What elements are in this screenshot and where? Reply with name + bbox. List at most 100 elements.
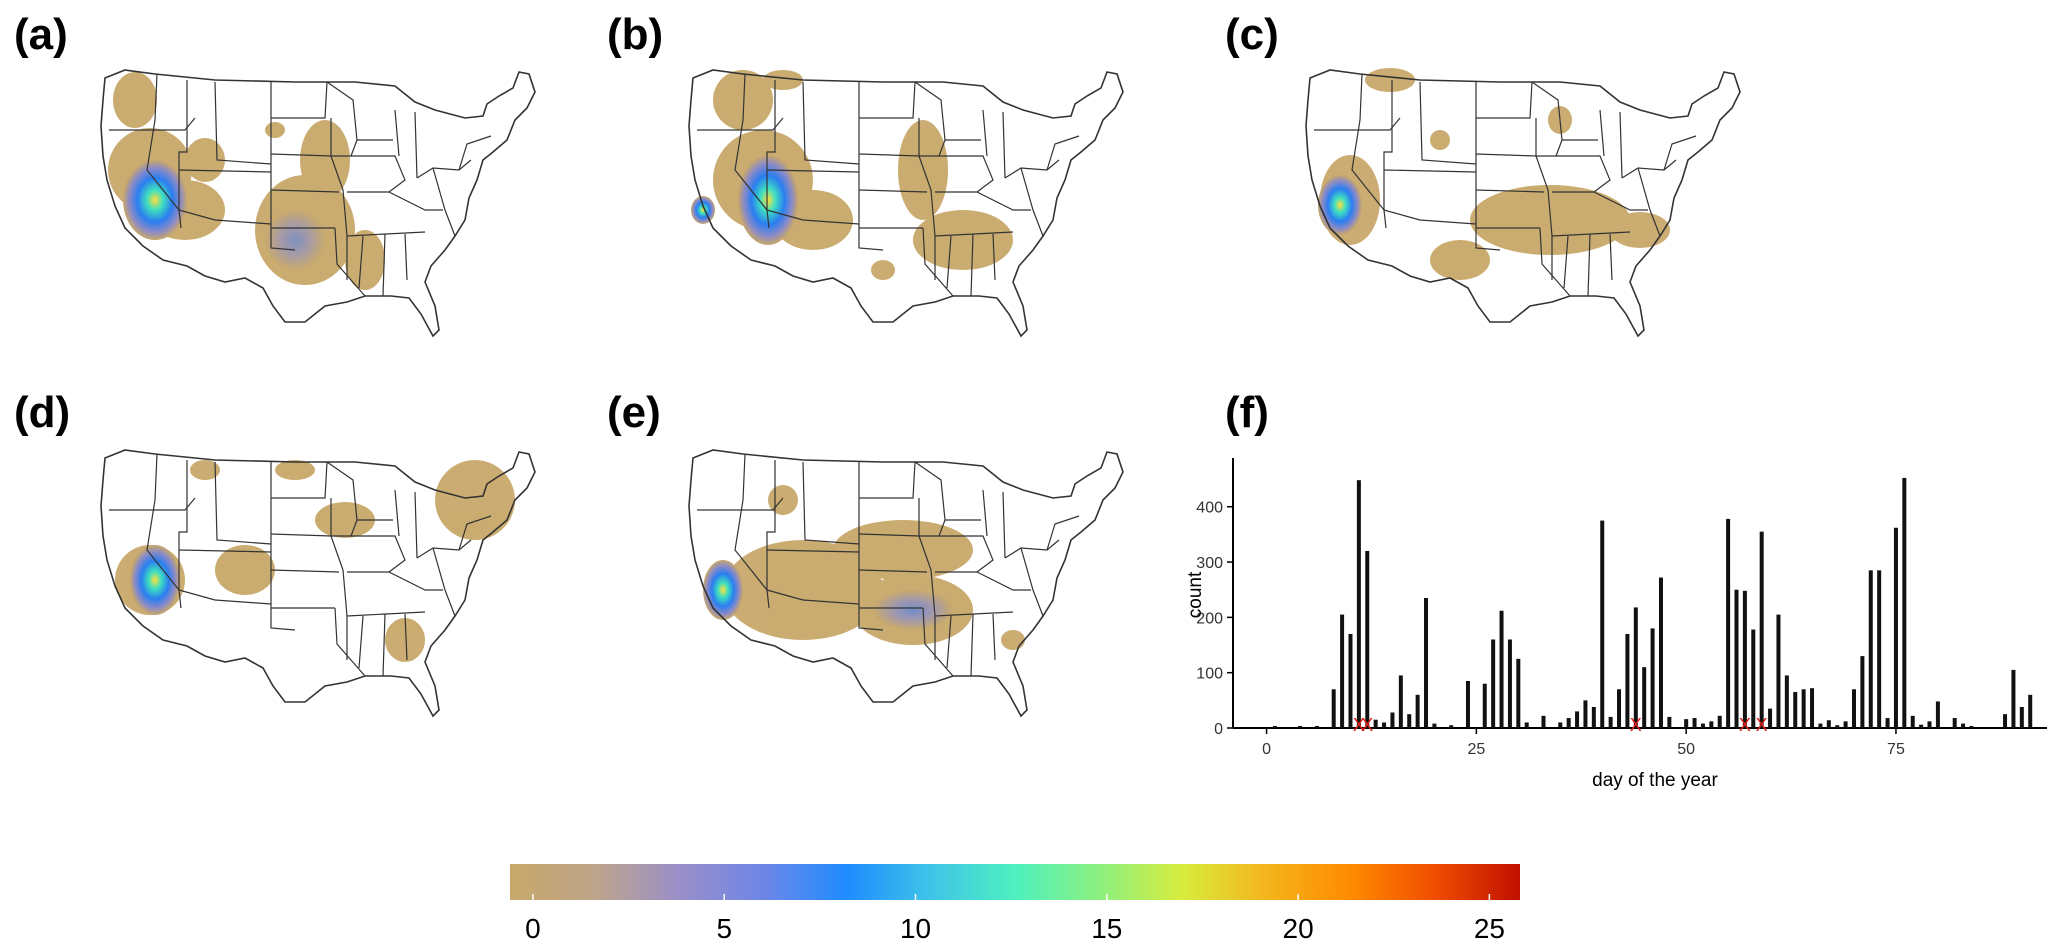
histogram-bar — [1919, 724, 1924, 728]
map-a — [100, 69, 536, 337]
moderate-region-e — [873, 590, 953, 630]
x-tick-label: 0 — [1262, 741, 1271, 758]
colorbar-tick-label: 10 — [900, 913, 931, 944]
y-tick-label: 400 — [1196, 500, 1223, 517]
hotspot-c — [1318, 175, 1362, 235]
colorbar-tick-label: 15 — [1091, 913, 1122, 944]
histogram-bar — [1818, 723, 1823, 728]
histogram-bar — [1810, 688, 1815, 728]
histogram-bar — [1784, 675, 1789, 728]
histogram-bar — [1625, 633, 1630, 728]
histogram-bar — [1751, 629, 1756, 728]
histogram-bar — [1776, 614, 1781, 728]
histogram-bar — [1952, 718, 1957, 728]
x-tick-label: 25 — [1467, 741, 1485, 758]
histogram-bar — [1499, 610, 1504, 728]
histogram-bar — [1684, 719, 1689, 728]
map-c — [1305, 68, 1741, 337]
histogram-bar — [1348, 633, 1353, 728]
histogram-bar — [1314, 726, 1319, 728]
colorbar-tick-label: 5 — [716, 913, 732, 944]
colorbar-tick-label: 20 — [1283, 913, 1314, 944]
y-tick-label: 100 — [1196, 666, 1223, 683]
histogram-bar — [1382, 722, 1387, 728]
y-tick-label: 200 — [1196, 610, 1223, 627]
event-marker: X — [1630, 715, 1642, 735]
x-tick-label: 75 — [1887, 741, 1905, 758]
histogram-bar — [1331, 689, 1336, 728]
histogram-bar — [1717, 715, 1722, 728]
histogram-bar — [1600, 520, 1605, 728]
histogram-bar — [1516, 658, 1521, 728]
histogram-bar — [1935, 701, 1940, 728]
histogram-bar — [1877, 570, 1882, 728]
hotspot-b2 — [691, 196, 715, 224]
colorbar-tick-label: 25 — [1474, 913, 1505, 944]
panel-label-e: (e) — [607, 388, 661, 437]
y-tick-label: 300 — [1196, 555, 1223, 572]
histogram-bar — [1969, 726, 1974, 728]
histogram-bar — [1524, 722, 1529, 728]
histogram-bar — [1851, 689, 1856, 728]
histogram-bar — [1692, 718, 1697, 728]
histogram-bar — [1709, 721, 1714, 728]
map-d — [100, 449, 536, 717]
histogram-bar — [1617, 689, 1622, 728]
event-marker: X — [1739, 715, 1751, 735]
panel-label-a: (a) — [14, 10, 68, 59]
hotspot-e — [703, 560, 743, 620]
histogram-bar — [2011, 669, 2016, 728]
histogram-bar — [1650, 628, 1655, 728]
histogram-bar — [1507, 639, 1512, 728]
histogram-bar — [1910, 715, 1915, 728]
moderate-region-a — [265, 210, 325, 270]
histogram-bar — [1575, 711, 1580, 728]
colorbar-gradient — [510, 864, 1520, 900]
histogram-bar — [1340, 614, 1345, 728]
histogram-bar — [1482, 683, 1487, 728]
histogram-bar — [1432, 723, 1437, 728]
histogram-bar — [1415, 694, 1420, 728]
histogram-bar — [2003, 714, 2008, 728]
histogram-bar — [1541, 715, 1546, 728]
x-axis-label: day of the year — [1592, 770, 1718, 791]
hotspot-a — [123, 160, 187, 240]
histogram-bar — [1642, 667, 1647, 728]
histogram-bar — [1927, 721, 1932, 728]
histogram-bar — [1667, 716, 1672, 728]
histogram-bar — [1700, 723, 1705, 728]
histogram-bar — [1860, 656, 1865, 728]
histogram-bar — [1742, 590, 1747, 728]
histogram-bar — [1591, 706, 1596, 728]
histogram-bar — [1658, 577, 1663, 728]
histogram-bar — [1633, 607, 1638, 728]
histogram-bar — [1566, 718, 1571, 728]
histogram-bar — [1356, 480, 1361, 728]
histogram-bar — [1558, 722, 1563, 728]
histogram-bar — [1726, 518, 1731, 728]
histogram-bar — [1407, 714, 1412, 728]
histogram-bar — [1893, 527, 1898, 728]
y-tick-label: 0 — [1214, 721, 1223, 738]
histogram-bar — [1843, 721, 1848, 728]
y-axis-label: count — [1185, 571, 1206, 618]
panel-label-c: (c) — [1225, 10, 1279, 59]
event-marker: X — [1361, 715, 1373, 735]
hotspot-d — [130, 545, 180, 615]
histogram-bar — [2019, 706, 2024, 728]
histogram-bar — [1583, 700, 1588, 728]
histogram-bar — [1298, 726, 1303, 728]
panel-label-f: (f) — [1225, 388, 1269, 437]
histogram-bar — [1768, 708, 1773, 728]
histogram-bar — [1902, 477, 1907, 728]
map-e — [688, 449, 1124, 717]
map-b — [688, 69, 1124, 337]
histogram-bar — [1826, 720, 1831, 728]
histogram-bar — [1465, 680, 1470, 728]
histogram-bar — [1424, 598, 1429, 728]
precip-region-d — [115, 460, 515, 662]
hotspot-b — [738, 155, 798, 245]
colorbar-tick-label: 0 — [525, 913, 541, 944]
histogram-bar — [1398, 675, 1403, 728]
